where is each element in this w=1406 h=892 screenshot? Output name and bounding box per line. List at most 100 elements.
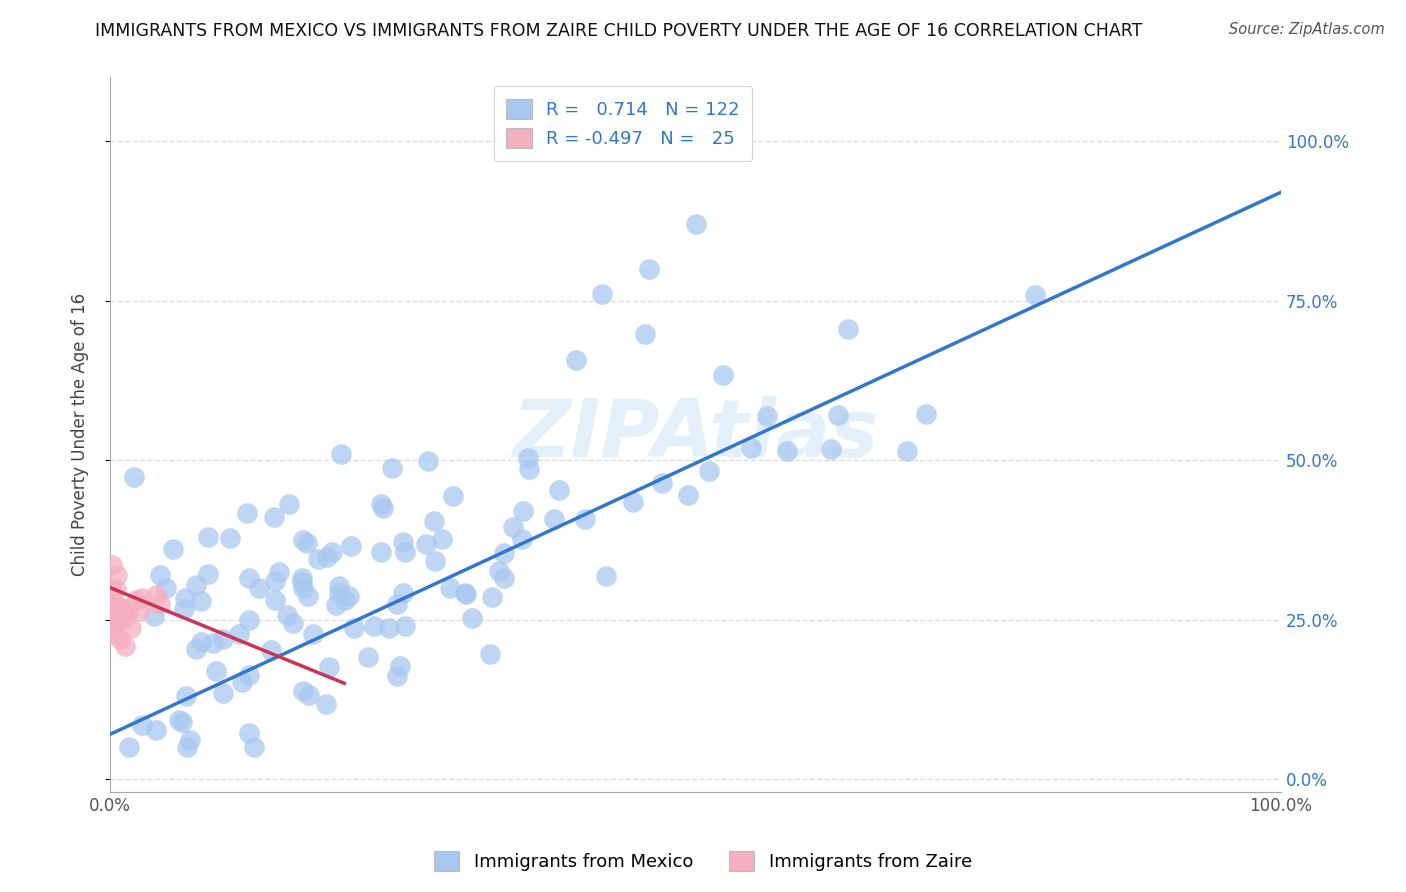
Point — [112, 601, 135, 615]
Point — [105, 568, 128, 582]
Point — [228, 627, 250, 641]
Point — [481, 590, 503, 604]
Point — [837, 322, 859, 336]
Point — [510, 533, 533, 547]
Point — [502, 520, 524, 534]
Point — [479, 647, 502, 661]
Point — [145, 588, 167, 602]
Point — [179, 733, 201, 747]
Point — [211, 632, 233, 647]
Point — [432, 532, 454, 546]
Point — [297, 536, 319, 550]
Point — [543, 512, 565, 526]
Point — [329, 447, 352, 461]
Point — [298, 689, 321, 703]
Point — [184, 641, 207, 656]
Point — [370, 497, 392, 511]
Point — [713, 368, 735, 382]
Point — [343, 621, 366, 635]
Point — [131, 591, 153, 605]
Point — [896, 444, 918, 458]
Point — [125, 592, 148, 607]
Point — [415, 537, 437, 551]
Point — [238, 726, 260, 740]
Point — [827, 408, 849, 422]
Point — [111, 604, 134, 618]
Point — [389, 659, 412, 673]
Point — [820, 442, 842, 457]
Point — [103, 606, 125, 620]
Point — [101, 583, 124, 598]
Point — [118, 740, 141, 755]
Point — [104, 599, 127, 613]
Point — [117, 604, 139, 618]
Point — [370, 544, 392, 558]
Point — [380, 461, 402, 475]
Point — [145, 723, 167, 737]
Point — [591, 287, 613, 301]
Point — [416, 454, 439, 468]
Point — [264, 592, 287, 607]
Point — [124, 469, 146, 483]
Point — [277, 497, 299, 511]
Point — [101, 618, 124, 632]
Point — [276, 607, 298, 622]
Point — [492, 571, 515, 585]
Point — [131, 718, 153, 732]
Point — [325, 598, 347, 612]
Point — [103, 626, 125, 640]
Point — [281, 615, 304, 630]
Point — [190, 594, 212, 608]
Text: IMMIGRANTS FROM MEXICO VS IMMIGRANTS FROM ZAIRE CHILD POVERTY UNDER THE AGE OF 1: IMMIGRANTS FROM MEXICO VS IMMIGRANTS FRO… — [96, 22, 1142, 40]
Point — [120, 621, 142, 635]
Point — [377, 621, 399, 635]
Point — [755, 409, 778, 424]
Point — [211, 686, 233, 700]
Text: Source: ZipAtlas.com: Source: ZipAtlas.com — [1229, 22, 1385, 37]
Point — [423, 514, 446, 528]
Point — [461, 610, 484, 624]
Point — [387, 669, 409, 683]
Point — [595, 569, 617, 583]
Point — [512, 504, 534, 518]
Point — [1024, 287, 1046, 301]
Point — [307, 552, 329, 566]
Point — [391, 586, 413, 600]
Point — [264, 574, 287, 588]
Point — [129, 604, 152, 618]
Point — [260, 643, 283, 657]
Point — [488, 564, 510, 578]
Point — [394, 618, 416, 632]
Point — [149, 597, 172, 611]
Point — [340, 539, 363, 553]
Point — [269, 566, 291, 580]
Point — [263, 509, 285, 524]
Legend: Immigrants from Mexico, Immigrants from Zaire: Immigrants from Mexico, Immigrants from … — [426, 844, 980, 879]
Point — [454, 585, 477, 599]
Point — [143, 609, 166, 624]
Point — [101, 558, 124, 573]
Point — [517, 462, 540, 476]
Point — [328, 580, 350, 594]
Point — [104, 582, 127, 596]
Point — [565, 352, 588, 367]
Point — [155, 582, 177, 596]
Point — [363, 619, 385, 633]
Point — [316, 549, 339, 564]
Point — [441, 490, 464, 504]
Point — [394, 544, 416, 558]
Point — [651, 475, 673, 490]
Point — [357, 649, 380, 664]
Point — [548, 483, 571, 497]
Point — [333, 592, 356, 607]
Point — [149, 568, 172, 582]
Point — [292, 533, 315, 548]
Point — [247, 581, 270, 595]
Point — [197, 530, 219, 544]
Point — [494, 545, 516, 559]
Point — [291, 683, 314, 698]
Point — [685, 217, 707, 231]
Point — [197, 567, 219, 582]
Point — [302, 626, 325, 640]
Point — [697, 464, 720, 478]
